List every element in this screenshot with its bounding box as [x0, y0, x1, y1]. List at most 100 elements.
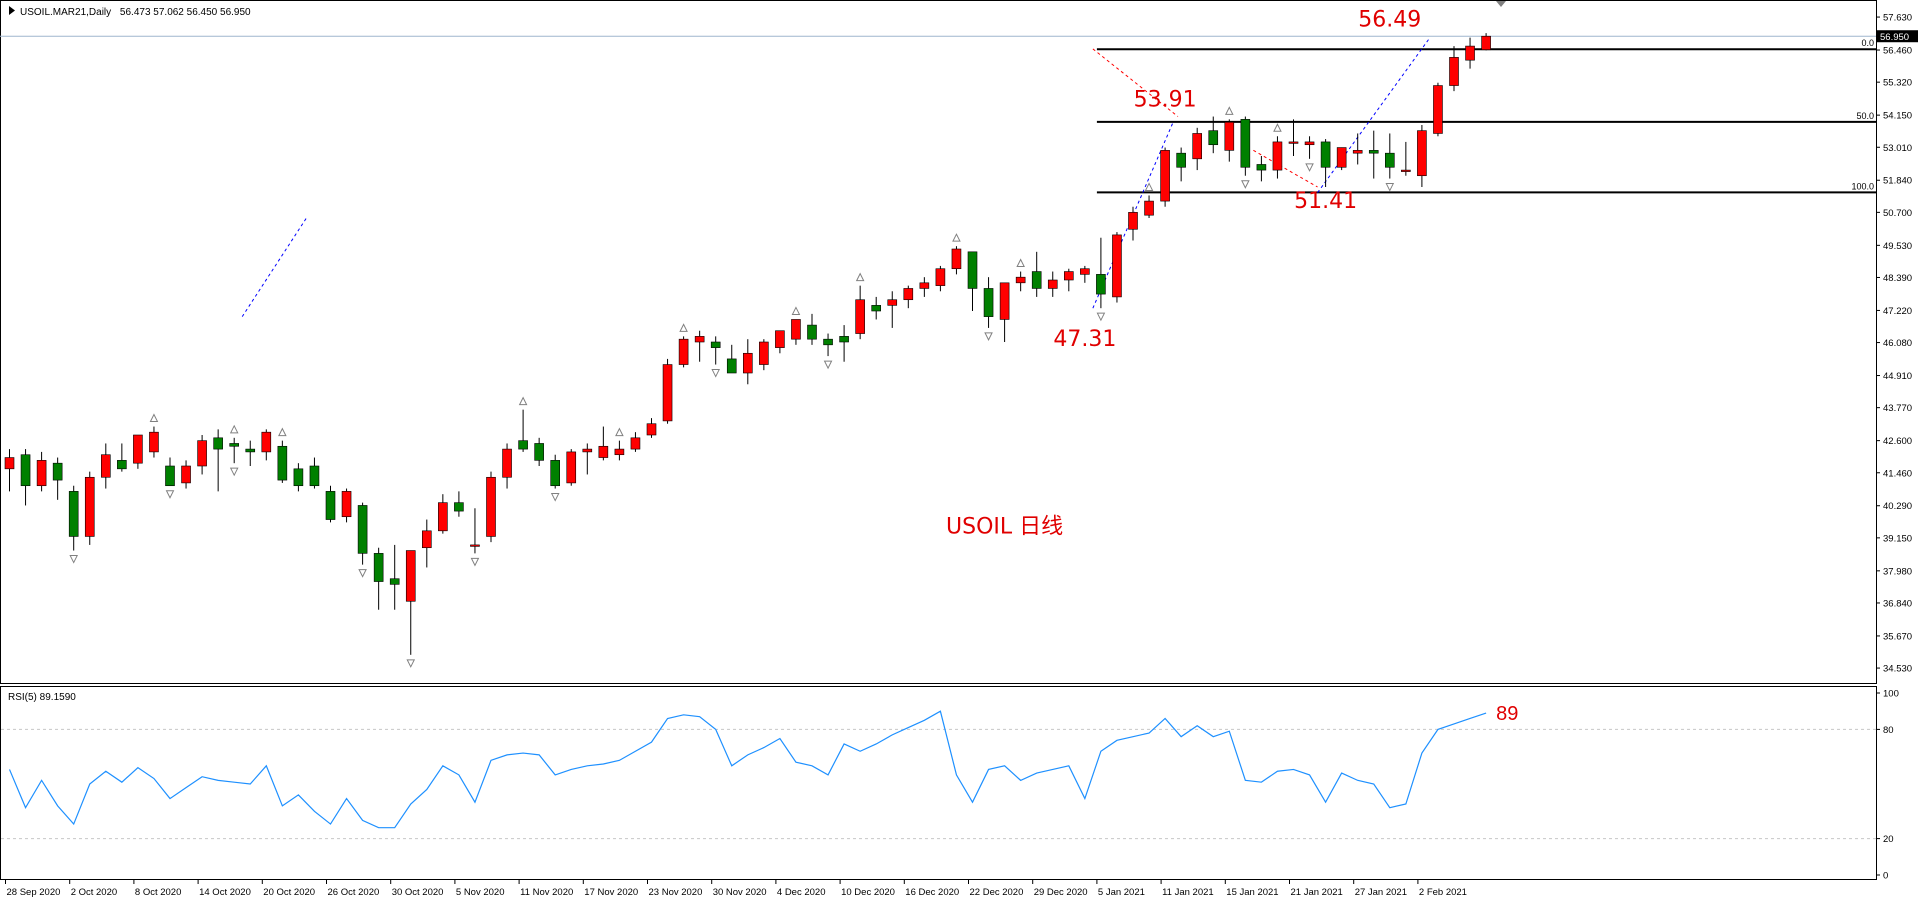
candle — [36, 451, 47, 492]
candle — [1320, 139, 1331, 187]
candle — [759, 339, 769, 371]
candle-body — [1449, 57, 1459, 86]
candle-body — [630, 437, 641, 450]
fractal-down-icon — [550, 493, 560, 502]
fractal-down-icon — [229, 467, 239, 477]
candle — [887, 291, 898, 328]
fractal-down-icon — [358, 569, 367, 578]
candle-body — [839, 336, 849, 343]
trendlines[interactable] — [241, 37, 1431, 317]
fractal-up-icon — [615, 427, 624, 437]
candle-body — [710, 341, 721, 348]
candle — [454, 491, 464, 517]
candle — [197, 435, 207, 475]
price-tick-label: 54.150 — [1883, 111, 1912, 122]
price-tick-label: 39.150 — [1883, 533, 1912, 544]
candle — [1240, 116, 1251, 176]
time-tick-label: 14 Oct 2020 — [199, 887, 251, 898]
candle-body — [405, 550, 416, 602]
candle-body — [438, 502, 448, 532]
candle-body — [614, 448, 625, 456]
candle — [357, 502, 368, 565]
rsi-panel: 100 80 20 0 RSI(5) 89.1590 89 — [0, 686, 1899, 882]
candle — [935, 265, 946, 292]
candle — [52, 457, 63, 500]
candle — [919, 277, 930, 297]
candle — [1208, 116, 1219, 154]
price-annotation: 53.91 — [1134, 88, 1197, 113]
time-tick-label: 4 Dec 2020 — [777, 887, 826, 898]
candle-body — [903, 288, 914, 301]
candle — [678, 336, 689, 368]
candle — [694, 330, 705, 362]
time-tick-label: 22 Dec 2020 — [970, 887, 1024, 898]
fractal-up-icon — [791, 306, 801, 315]
candle — [967, 251, 978, 311]
candle-body — [1240, 119, 1251, 168]
candle — [662, 358, 673, 424]
trendline — [1317, 37, 1431, 193]
header-arrow-icon — [9, 6, 15, 15]
candle — [1160, 147, 1170, 207]
candle-body — [1352, 150, 1363, 154]
candle-body — [1064, 271, 1074, 281]
candle-body — [598, 445, 609, 458]
candle-body — [1304, 141, 1315, 146]
time-tick-label: 5 Jan 2021 — [1098, 887, 1145, 898]
candle — [84, 471, 95, 545]
trendline — [1092, 121, 1174, 309]
candle — [1112, 232, 1122, 303]
candle-body — [887, 299, 898, 306]
candle-body — [919, 282, 930, 289]
time-tick-label: 23 Nov 2020 — [649, 887, 703, 898]
candle — [742, 339, 753, 385]
candle-body — [1192, 133, 1202, 160]
candle — [68, 485, 79, 551]
fractal-up-icon — [952, 233, 961, 242]
candle — [1144, 195, 1154, 218]
price-tick-label: 44.910 — [1883, 371, 1912, 382]
rsi-levels — [1, 728, 1876, 840]
candle-body — [935, 268, 946, 286]
price-annotation: 47.31 — [1053, 327, 1116, 352]
candle — [646, 418, 657, 438]
candle — [1176, 147, 1186, 182]
price-tick-label: 42.600 — [1883, 436, 1912, 447]
candle-body — [357, 505, 368, 554]
rsi-axis: 100 80 20 0 — [1876, 689, 1899, 882]
fractal-down-icon — [823, 360, 833, 370]
rsi-tick-label: 20 — [1883, 834, 1894, 845]
candle — [1031, 251, 1042, 297]
price-tick-label: 56.460 — [1883, 46, 1912, 57]
candle-body — [229, 443, 239, 447]
candle-body — [534, 443, 544, 461]
candle — [1465, 37, 1475, 69]
candle-body — [20, 454, 31, 487]
price-tick-label: 43.770 — [1883, 403, 1912, 414]
fractal-down-icon — [165, 490, 175, 499]
price-tick-label: 51.840 — [1883, 176, 1912, 187]
candle-body — [951, 248, 962, 270]
candle — [1047, 271, 1058, 297]
candle-body — [4, 457, 15, 470]
candle-body — [694, 336, 705, 343]
time-tick-label: 11 Nov 2020 — [520, 887, 573, 898]
fractal-down-icon — [984, 332, 993, 342]
current-price-label: 56.950 — [1880, 32, 1909, 43]
time-tick-label: 2 Feb 2021 — [1419, 887, 1467, 898]
candle — [486, 471, 496, 543]
candle-body — [52, 462, 63, 481]
candle-body — [582, 448, 593, 453]
candle-body — [518, 440, 528, 450]
fractal-up-icon — [855, 272, 865, 282]
price-tick-label: 46.080 — [1883, 338, 1912, 349]
candle-body — [566, 451, 577, 484]
candle — [1288, 119, 1299, 156]
candle-body — [1401, 169, 1411, 172]
candle — [1385, 133, 1395, 179]
time-tick-label: 21 Jan 2021 — [1291, 887, 1343, 898]
candle-body — [117, 460, 127, 470]
candle — [582, 443, 593, 475]
price-tick-label: 34.530 — [1883, 664, 1912, 675]
